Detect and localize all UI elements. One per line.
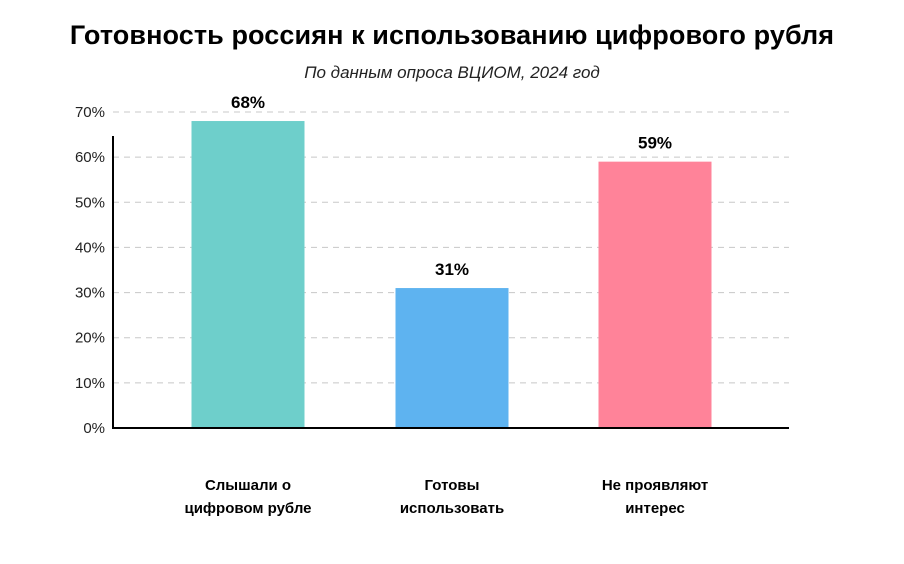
y-tick-label: 20% (75, 330, 105, 347)
y-tick-label: 60% (75, 149, 105, 166)
y-tick-label: 40% (75, 239, 105, 256)
x-tick-label: Готовы использовать (352, 474, 552, 520)
x-tick-label-line: Не проявляют (601, 477, 709, 494)
x-tick-label: Слышали о цифровом рубле (148, 474, 348, 520)
chart-title: Готовность россиян к использованию цифро… (69, 20, 835, 50)
y-tick-label: 50% (75, 194, 105, 211)
y-tick-label: 30% (75, 285, 105, 302)
bar (395, 288, 509, 428)
bar-value-label: 68% (231, 93, 265, 112)
bar-value-label: 59% (638, 134, 672, 153)
x-tick-label-line: Готовы (424, 477, 480, 494)
x-tick-label-line: интерес (625, 500, 685, 517)
x-tick-label-line: использовать (399, 500, 505, 517)
chart-subtitle: По данным опроса ВЦИОМ, 2024 год (304, 63, 600, 82)
x-tick-label-line: цифровом рубле (184, 500, 312, 517)
x-tick-label-line: Слышали о (204, 477, 292, 494)
bar (598, 161, 712, 428)
y-tick-label: 70% (75, 104, 105, 121)
bar (191, 121, 305, 429)
x-tick-label: Не проявляют интерес (555, 474, 755, 520)
y-tick-label: 10% (75, 375, 105, 392)
y-tick-label: 0% (83, 420, 105, 437)
bar-value-label: 31% (435, 260, 469, 279)
